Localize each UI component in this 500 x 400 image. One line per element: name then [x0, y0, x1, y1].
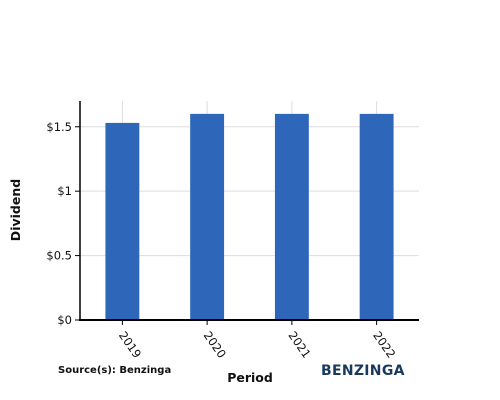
- x-tick-label: 2020: [201, 329, 229, 361]
- bar-2019: [105, 122, 140, 321]
- axes: [79, 101, 419, 321]
- bars: [105, 113, 394, 321]
- x-tick-label: 2022: [370, 329, 398, 361]
- y-tick-labels: $0 $0.5 $1 $1.5: [46, 120, 80, 327]
- x-tick-label: 2021: [285, 329, 313, 361]
- bar-2020: [190, 113, 225, 320]
- bar-2021: [274, 113, 309, 320]
- y-axis-title: Dividend: [8, 179, 23, 241]
- y-tick-label: $0: [57, 313, 72, 327]
- x-axis-title: Period: [227, 370, 273, 385]
- bar-2022: [359, 113, 394, 320]
- x-tick-label: 2019: [116, 329, 144, 361]
- source-note: Source(s): Benzinga: [58, 365, 171, 376]
- y-tick-label: $1: [57, 184, 72, 198]
- y-tick-label: $1.5: [46, 120, 72, 134]
- x-tick-labels: 2019 2020 2021 2022: [116, 320, 398, 361]
- y-tick-label: $0.5: [46, 249, 72, 263]
- benzinga-logo: BENZINGA: [321, 363, 405, 379]
